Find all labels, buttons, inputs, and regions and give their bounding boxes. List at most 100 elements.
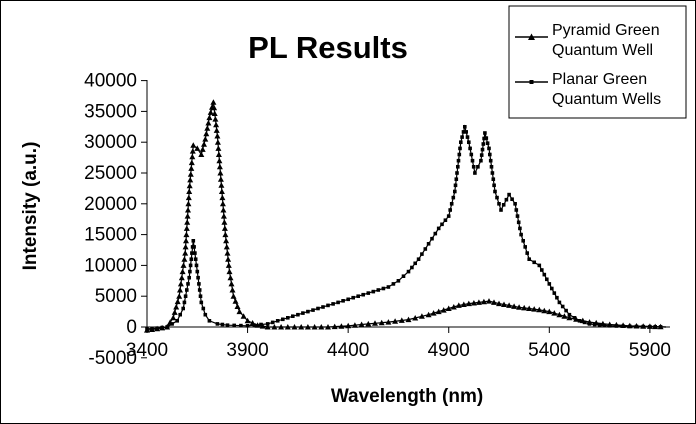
data-point-triangle [365,320,372,327]
data-point-triangle [187,171,194,177]
data-point-triangle [186,188,193,194]
data-point-triangle [222,231,229,238]
data-point-triangle [185,194,192,201]
data-point-triangle [475,299,482,305]
data-point-triangle [392,318,399,324]
data-point-square [201,306,206,311]
data-point-square [484,136,489,140]
data-point-triangle [240,313,247,319]
data-point-triangle [230,293,237,299]
data-point-triangle [561,313,568,319]
data-point-square [457,152,462,157]
y-tick-label: 40000 [84,71,137,92]
data-point-square [567,312,572,317]
data-point-square [193,257,198,261]
data-point-square [516,220,521,225]
data-point-triangle [412,315,419,321]
data-point-triangle [176,293,183,299]
data-point-triangle [170,314,177,321]
legend: Pyramid Green Quantum Well Planar Green … [508,5,687,119]
data-point-triangle [486,298,492,304]
data-point-square [381,286,386,291]
data-point-triangle [183,231,190,238]
x-tick-label: 5400 [528,340,570,361]
data-point-square [286,316,290,320]
data-point-square [430,236,434,241]
data-point-triangle [501,301,507,307]
data-point-triangle [171,309,178,315]
y-tick-label: 35000 [84,101,137,122]
data-point-square [281,317,285,322]
data-point-triangle [445,305,452,311]
data-point-triangle [206,114,213,121]
y-tick-label: 10000 [84,255,137,276]
x-tick-label: 4400 [327,340,369,361]
data-point-triangle [541,307,548,314]
data-point-triangle [185,207,191,213]
data-point-square [321,305,325,309]
data-point-square [480,147,485,152]
data-point-triangle [496,300,502,307]
data-point-square [491,177,496,181]
data-point-square [547,282,552,286]
data-point-square [185,288,189,292]
data-point-square [326,303,330,308]
data-point-square [296,312,300,317]
data-point-square [497,202,501,206]
data-point-square [341,299,345,303]
data-point-square [265,322,270,326]
x-tick-label: 3400 [126,340,168,361]
data-point-triangle [188,159,195,166]
data-point-triangle [455,302,462,308]
data-point-square [555,295,559,300]
data-point-square [188,269,192,274]
data-point-square [519,232,523,237]
data-point-triangle [223,243,230,250]
data-point-square [597,323,602,327]
data-point-square [453,183,458,188]
data-point-square [183,294,188,298]
data-point-square [420,252,424,256]
legend-label-pyramid-line1: Pyramid Green [552,22,660,39]
data-point-triangle [177,287,183,293]
data-point-square [557,300,562,305]
data-point-triangle [516,304,523,310]
data-point-square [487,146,491,151]
data-point-triangle [405,316,412,323]
data-point-square [443,218,448,222]
data-point-triangle [491,299,497,305]
data-point-square [193,251,197,255]
data-point-square [190,251,194,255]
data-point-square [621,324,625,328]
data-point-triangle [198,151,205,157]
data-point-triangle [440,307,447,313]
data-point-triangle [185,200,192,207]
data-point-triangle [227,274,234,281]
data-point-square [641,324,645,329]
data-point-square [423,247,428,251]
data-point-square [455,171,459,175]
data-point-triangle [236,308,243,315]
data-point-square [215,322,220,326]
data-point-square [275,319,280,323]
data-point-square [175,319,179,323]
data-point-square [391,282,396,286]
data-point-square [252,323,257,327]
chart-title: PL Results [248,30,408,65]
series-planar [145,124,667,331]
data-point-square [564,308,568,313]
data-point-square [628,324,632,329]
data-point-triangle [203,130,210,137]
data-point-square [518,226,522,231]
data-point-triangle [551,310,558,316]
data-point-triangle [194,145,201,151]
data-point-square [410,265,414,270]
data-point-triangle [228,280,235,287]
data-point-square [469,152,474,157]
data-point-square [301,311,305,315]
data-point-triangle [183,225,190,231]
y-tick-label: 5000 [95,286,137,307]
data-point-triangle [214,139,221,145]
data-point-square [456,165,460,169]
